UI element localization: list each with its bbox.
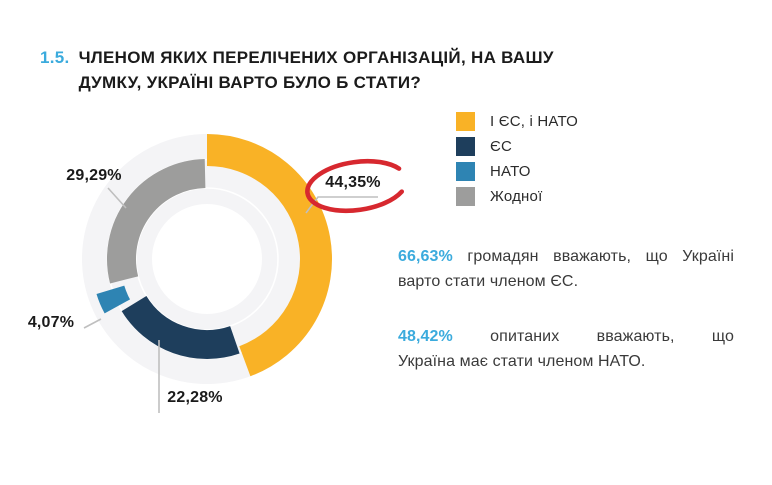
data-label-none: 29,29%: [66, 167, 122, 184]
legend-swatch-navy: [456, 137, 475, 156]
data-label-nato: 4,07%: [27, 314, 75, 331]
question-number: 1.5.: [40, 48, 70, 67]
legend-label: І ЄС, і НАТО: [490, 113, 579, 130]
legend-item-none: Жодної: [456, 187, 578, 206]
legend-item-eu: ЄС: [456, 137, 578, 156]
insight-eu-text-end: варто стати членом ЄС.: [398, 273, 579, 290]
legend-label: НАТО: [490, 163, 531, 180]
question-title: 1.5. ЧЛЕНОМ ЯКИХ ПЕРЕЛІЧЕНИХ ОРГАНІЗАЦІЙ…: [40, 45, 599, 95]
insights: 66,63% громадян вважають, що Україні вар…: [398, 244, 734, 374]
insight-nato-percent: 48,42%: [398, 328, 453, 345]
legend-swatch-gray: [456, 187, 475, 206]
insight-nato-text: опитаних вважають, що: [452, 328, 734, 345]
donut-chart-svg: [82, 134, 409, 413]
legend-label: ЄС: [490, 138, 513, 155]
data-label-eu: 22,28%: [167, 389, 223, 406]
question-text: ЧЛЕНОМ ЯКИХ ПЕРЕЛІЧЕНИХ ОРГАНІЗАЦІЙ, НА …: [78, 48, 554, 92]
legend-item-nato: НАТО: [456, 162, 578, 181]
legend-swatch-yellow: [456, 112, 475, 131]
legend-label: Жодної: [490, 188, 543, 205]
insight-eu: 66,63% громадян вважають, що Україні вар…: [398, 244, 734, 294]
data-label-both-eu-nato: 44,35%: [325, 174, 381, 191]
red-circle-annotation: [305, 158, 409, 214]
chart-legend: І ЄС, і НАТО ЄС НАТО Жодної: [456, 112, 578, 206]
donut-chart: [40, 130, 430, 430]
insight-eu-text: громадян вважають, що Україні: [452, 248, 734, 265]
legend-item-both-eu-nato: І ЄС, і НАТО: [456, 112, 578, 131]
insight-eu-percent: 66,63%: [398, 248, 453, 265]
legend-swatch-blue: [456, 162, 475, 181]
insight-nato-text-end: Україна має стати членом НАТО.: [398, 353, 646, 370]
insight-nato: 48,42% опитаних вважають, що Україна має…: [398, 324, 734, 374]
